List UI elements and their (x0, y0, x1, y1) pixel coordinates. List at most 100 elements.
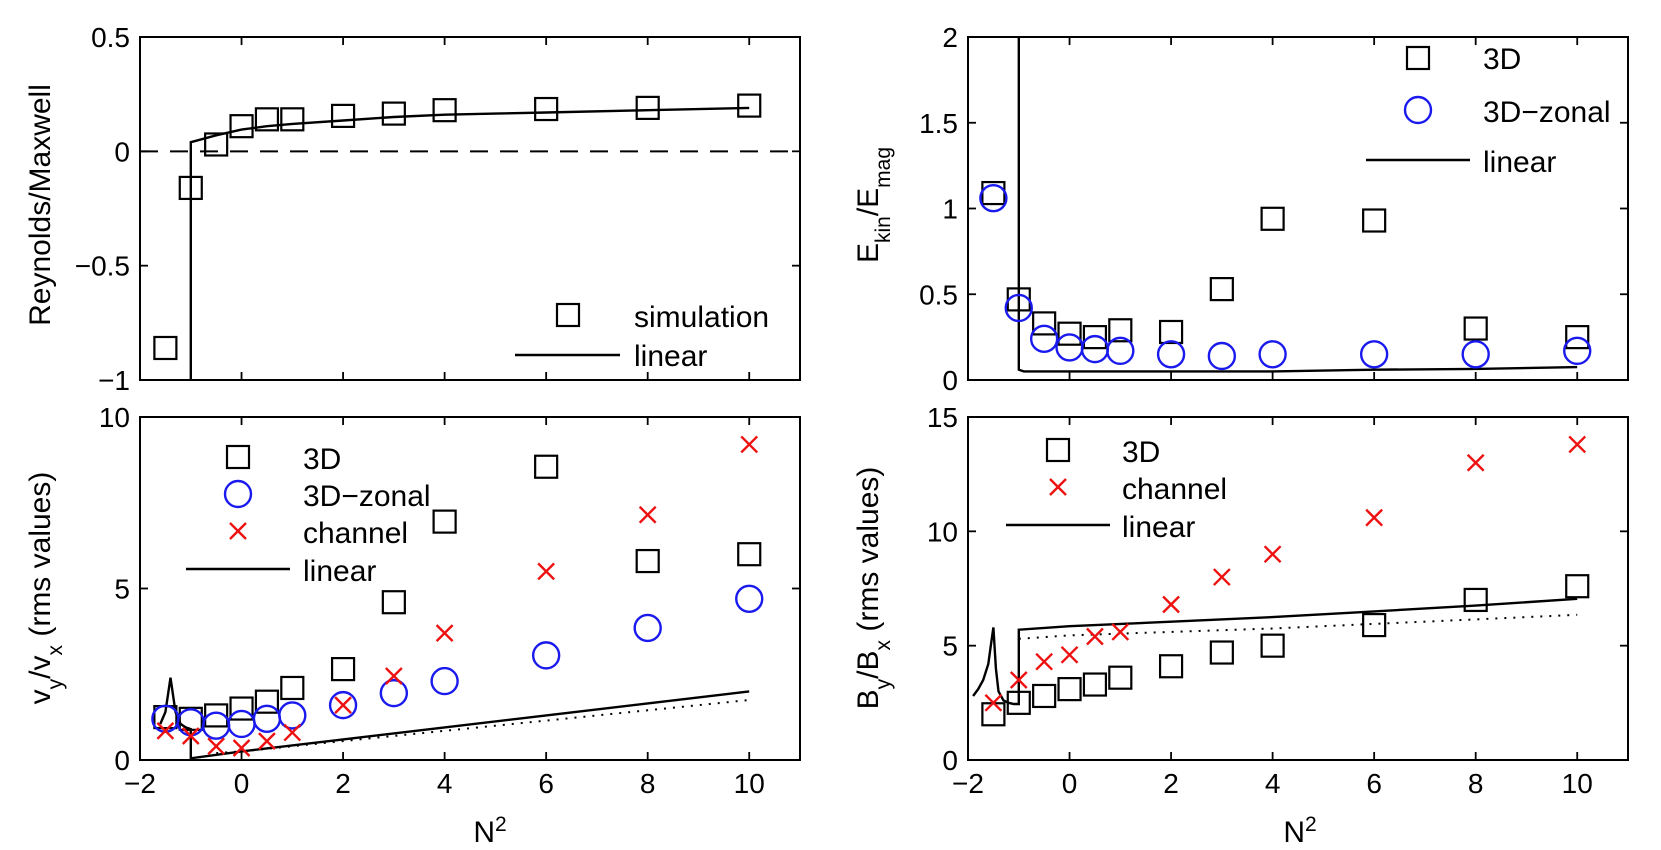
data-point-square-0-8 (1260, 206, 1285, 231)
linear-curve-3 (159, 677, 750, 760)
x-tick-label: 10 (734, 768, 765, 799)
ylabel-velocity-ratio: vy/vx (rms values) (24, 472, 67, 705)
y-tick-label: −1 (98, 365, 130, 396)
data-point-x-2-0 (156, 721, 175, 740)
x-tick-label: 0 (234, 768, 250, 799)
data-point-circle-1-2 (1029, 324, 1059, 354)
x-tick-label: −2 (952, 768, 984, 799)
data-point-x-1-3 (1060, 645, 1079, 664)
data-point-square-0-9 (534, 454, 559, 479)
legend-3d-label: 3D (1483, 43, 1521, 76)
axes-frame (139, 36, 801, 381)
x-tick-label: 6 (1366, 768, 1382, 799)
data-point-square-0-11 (1565, 574, 1590, 599)
data-point-square-0-6 (1158, 654, 1184, 679)
y-tick-label: 10 (99, 402, 130, 433)
data-point-x-1-0 (984, 693, 1003, 712)
x-tick-label: 8 (1468, 768, 1484, 799)
dotted-curve-4 (216, 699, 750, 755)
data-point-x-1-4-stroke-b (1086, 627, 1104, 646)
legend-linear-label: linear (1483, 146, 1556, 179)
data-point-square-0-10 (1463, 316, 1488, 341)
legend-circle-sample (1403, 95, 1433, 125)
data-point-square-0-2 (1032, 683, 1057, 709)
data-point-square-0-3 (1057, 677, 1082, 702)
panel-velocity-ratio: vy/vx (rms values) N2 3D 3D−zonal channe… (24, 402, 801, 850)
data-point-x-1-8 (1263, 545, 1282, 564)
data-point-square-0-7 (381, 101, 406, 126)
y-tick-label: 0 (114, 745, 130, 776)
data-point-square-0-4 (1082, 325, 1108, 350)
data-point-circle-1-6 (328, 690, 358, 720)
data-point-square-0-3 (229, 114, 254, 139)
data-point-square-0-3 (1057, 321, 1082, 346)
x-tick-label: 0 (1062, 768, 1078, 799)
legend-x-sample-stroke-b (1049, 478, 1067, 496)
y-tick-label: 5 (114, 574, 130, 605)
xlabel-n-squared: N2 (473, 813, 506, 850)
data-point-circle-1-9 (531, 641, 561, 670)
data-point-square-0-5 (280, 675, 305, 701)
data-point-x-1-10-stroke-b (1466, 453, 1485, 472)
y-tick-label: 0 (942, 745, 958, 776)
data-point-square-0-11 (1565, 325, 1590, 350)
data-point-circle-1-3 (227, 709, 256, 739)
x-tick-label: 4 (437, 768, 453, 799)
data-point-square-0-0 (153, 335, 178, 361)
data-point-x-2-5 (283, 723, 302, 742)
y-tick-label: 2 (942, 22, 958, 53)
data-point-x-2-2-stroke-b (207, 737, 226, 756)
data-point-x-1-5 (1111, 623, 1130, 641)
axes-frame (967, 36, 1629, 381)
data-point-circle-1-4 (252, 704, 282, 734)
y-tick-label: −0.5 (75, 251, 130, 282)
data-point-square-0-0 (981, 702, 1006, 727)
data-point-x-1-7 (1212, 568, 1231, 586)
data-point-square-0-10 (635, 95, 660, 120)
legend-3d-label: 3D (1122, 436, 1160, 469)
data-point-x-1-7-stroke-b (1212, 568, 1231, 586)
data-point-square-0-3 (229, 696, 254, 721)
legend-3d-label: 3D (303, 443, 341, 476)
data-point-x-1-8-stroke-b (1263, 545, 1282, 564)
data-point-x-1-11-stroke-b (1568, 435, 1587, 454)
data-point-circle-1-3 (1055, 333, 1084, 362)
legend-channel-label: channel (1122, 473, 1227, 506)
data-point-x-1-4 (1086, 627, 1104, 646)
x-tick-label: −2 (124, 768, 156, 799)
data-point-x-2-11-stroke-b (740, 435, 759, 454)
data-point-x-2-10-stroke-b (638, 505, 657, 524)
data-point-x-1-6 (1162, 595, 1180, 614)
data-point-circle-1-5 (1106, 336, 1135, 366)
data-point-square-0-2 (204, 703, 229, 728)
legend-square-sample (1045, 437, 1071, 463)
legend-linear-label: linear (303, 555, 376, 588)
data-point-square-0-9 (1362, 208, 1387, 233)
legend-channel-label: channel (303, 517, 408, 550)
ylabel-energy-ratio: Ekin/Emag (852, 147, 895, 263)
legend-simulation-label: simulation (634, 301, 769, 334)
data-point-x-2-3 (232, 739, 251, 757)
data-point-square-0-1 (178, 175, 203, 201)
data-point-circle-1-9 (1359, 340, 1389, 369)
data-point-square-0-2 (204, 132, 229, 157)
data-point-circle-1-7 (379, 678, 409, 708)
data-point-circle-1-1 (1004, 293, 1033, 323)
y-tick-label: 0.5 (919, 279, 958, 310)
data-point-square-0-11 (737, 93, 762, 118)
y-tick-label: 5 (942, 631, 958, 662)
data-point-x-2-2 (207, 737, 226, 756)
y-tick-label: 1 (942, 194, 958, 225)
legend-x-sample-stroke-b (229, 522, 247, 540)
data-point-square-0-9 (534, 96, 559, 122)
data-point-square-0-5 (1108, 318, 1133, 343)
data-point-x-2-11 (740, 435, 759, 454)
panel-energy-ratio: Ekin/Emag 3D 3D−zonal linear 0 0.5 1 1.5 2 (852, 22, 1629, 396)
panel-field-ratio: By/Bx (rms values) N2 3D channel linear … (852, 402, 1629, 849)
linear-curve-2 (1017, 37, 1578, 373)
data-point-x-2-7 (384, 667, 403, 685)
data-point-x-2-4 (258, 732, 276, 750)
data-point-x-2-3-stroke-b (232, 739, 251, 757)
data-point-circle-1-8 (1258, 340, 1287, 369)
data-point-x-1-5-stroke-b (1111, 623, 1130, 641)
